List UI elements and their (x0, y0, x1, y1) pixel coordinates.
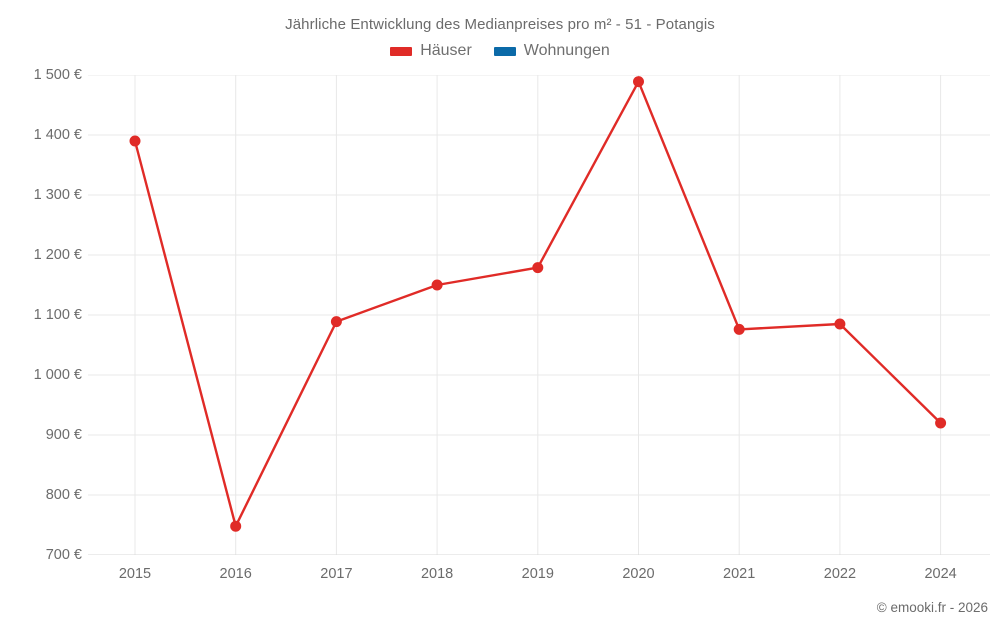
data-point[interactable]: 2019: 1179 € (532, 262, 544, 274)
x-tick-label: 2017 (320, 566, 353, 582)
series-hauser: 2015: 1390 € 2016: 748 € 2017: 1089 € 2018:… (129, 76, 947, 532)
y-tick-label: 700 € (45, 547, 82, 563)
x-tick-label: 2022 (823, 566, 857, 582)
y-tick-label: 1 500 € (33, 67, 82, 83)
legend-label-hauser: Häuser (420, 42, 472, 59)
chart-legend: Häuser Wohnungen (0, 43, 1000, 59)
x-tick-label: 2018 (420, 566, 454, 582)
data-point[interactable]: 2020: 1489 € (633, 76, 644, 88)
y-tick-label: 1 200 € (33, 247, 82, 263)
x-tick-label: 2021 (723, 566, 756, 582)
x-tick-label: 2016 (219, 566, 252, 582)
data-point[interactable]: 2018: 1150 € (431, 279, 443, 291)
x-tick-label: 2020 (622, 566, 655, 582)
y-tick-label: 1 400 € (33, 127, 82, 143)
legend-swatch-hauser (390, 46, 413, 56)
footer-credit: © emooki.fr - 2026 (876, 600, 988, 615)
legend-label-wohnungen: Wohnungen (523, 42, 610, 59)
data-point[interactable]: 2017: 1089 € (330, 316, 342, 328)
legend-item-wohnungen[interactable]: Wohnungen (493, 42, 610, 59)
y-tick-label: 900 € (45, 427, 82, 443)
y-tick-label: 1 100 € (33, 307, 82, 323)
data-point[interactable]: 2015: 1390 € (129, 135, 141, 147)
x-tick-label: 2019 (521, 566, 554, 582)
y-axis: 700 € 800 € 900 € 1 000 € 1 100 € 1 200 € 1 30… (0, 0, 82, 625)
legend-item-hauser[interactable]: Häuser (390, 43, 472, 59)
y-tick-label: 800 € (45, 487, 82, 503)
plot-svg: 2015: 1390 € 2016: 748 € 2017: 1089 € 2018:… (88, 75, 990, 555)
plot-area: 2015: 1390 € 2016: 748 € 2017: 1089 € 2018:… (88, 75, 990, 555)
x-tick-label: 2015 (118, 566, 152, 582)
legend-swatch-wohnungen (493, 46, 516, 56)
x-tick-label: 2024 (924, 566, 957, 582)
y-tick-label: 1 000 € (33, 367, 82, 383)
chart-title: Jährliche Entwicklung des Medianpreises … (285, 16, 715, 33)
data-point[interactable]: 2021: 1076 € (733, 323, 745, 335)
data-point[interactable]: 2022: 1085 € (834, 318, 846, 330)
data-point[interactable]: 2024: 920 € (935, 417, 947, 429)
y-tick-label: 1 300 € (33, 187, 82, 203)
data-point[interactable]: 2016: 748 € (230, 520, 242, 532)
